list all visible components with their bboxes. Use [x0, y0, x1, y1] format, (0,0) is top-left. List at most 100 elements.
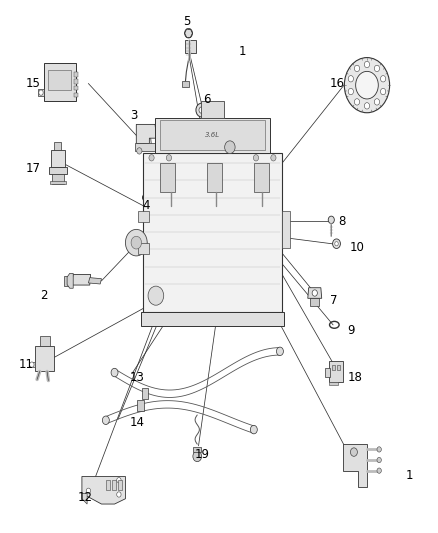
Circle shape: [117, 478, 121, 483]
Circle shape: [344, 58, 390, 113]
Circle shape: [354, 65, 360, 71]
Polygon shape: [136, 124, 157, 143]
Polygon shape: [52, 174, 64, 184]
Circle shape: [356, 71, 378, 99]
Circle shape: [117, 492, 121, 497]
Circle shape: [131, 236, 141, 249]
Text: 12: 12: [78, 491, 92, 504]
Circle shape: [381, 76, 386, 82]
Text: 1: 1: [239, 45, 246, 58]
Text: 19: 19: [195, 448, 210, 461]
Text: 6: 6: [203, 93, 210, 106]
Circle shape: [86, 488, 91, 494]
Text: 3: 3: [130, 109, 137, 122]
Text: 11: 11: [19, 358, 34, 371]
Circle shape: [196, 103, 207, 117]
Polygon shape: [88, 278, 102, 284]
FancyBboxPatch shape: [143, 152, 282, 312]
Circle shape: [271, 155, 276, 161]
Polygon shape: [50, 181, 66, 184]
Polygon shape: [51, 150, 65, 167]
FancyBboxPatch shape: [112, 480, 116, 490]
FancyBboxPatch shape: [160, 120, 265, 150]
Polygon shape: [308, 288, 322, 298]
Circle shape: [332, 239, 340, 248]
FancyBboxPatch shape: [141, 312, 284, 326]
Text: 14: 14: [130, 416, 145, 430]
Circle shape: [185, 28, 192, 38]
FancyBboxPatch shape: [74, 93, 78, 98]
Circle shape: [312, 290, 318, 296]
FancyBboxPatch shape: [138, 243, 149, 254]
Circle shape: [199, 107, 204, 114]
Circle shape: [348, 76, 353, 82]
Polygon shape: [343, 444, 367, 487]
Circle shape: [377, 468, 381, 473]
FancyBboxPatch shape: [44, 63, 76, 101]
Circle shape: [374, 99, 380, 105]
Text: 10: 10: [350, 241, 364, 254]
Circle shape: [148, 286, 164, 305]
FancyBboxPatch shape: [48, 70, 71, 91]
FancyBboxPatch shape: [64, 276, 71, 286]
Text: 13: 13: [130, 372, 145, 384]
FancyBboxPatch shape: [193, 447, 201, 452]
Circle shape: [251, 425, 257, 434]
Circle shape: [354, 99, 360, 105]
Text: 9: 9: [347, 324, 355, 337]
FancyBboxPatch shape: [201, 101, 224, 117]
Text: 16: 16: [330, 77, 345, 90]
Circle shape: [348, 88, 353, 95]
Circle shape: [225, 141, 235, 154]
Polygon shape: [71, 274, 91, 285]
Polygon shape: [49, 167, 67, 174]
Circle shape: [39, 90, 43, 95]
Circle shape: [149, 155, 154, 161]
Circle shape: [193, 451, 201, 462]
Text: 3.6L: 3.6L: [205, 132, 220, 138]
FancyBboxPatch shape: [207, 163, 223, 192]
FancyBboxPatch shape: [137, 400, 144, 410]
FancyBboxPatch shape: [160, 163, 176, 192]
FancyBboxPatch shape: [332, 365, 335, 370]
FancyBboxPatch shape: [138, 211, 149, 222]
FancyBboxPatch shape: [185, 40, 196, 53]
Circle shape: [374, 65, 380, 71]
FancyBboxPatch shape: [254, 163, 269, 192]
Text: 1: 1: [406, 470, 413, 482]
Circle shape: [125, 229, 147, 256]
FancyBboxPatch shape: [141, 389, 148, 399]
Text: 8: 8: [339, 215, 346, 228]
FancyBboxPatch shape: [311, 298, 319, 306]
Text: 7: 7: [330, 294, 338, 308]
Circle shape: [364, 61, 370, 68]
Circle shape: [30, 362, 34, 367]
Polygon shape: [31, 362, 35, 367]
Text: 5: 5: [184, 15, 191, 28]
Circle shape: [111, 368, 118, 377]
Text: 4: 4: [143, 199, 150, 212]
Circle shape: [137, 148, 142, 154]
Circle shape: [166, 155, 172, 161]
Circle shape: [335, 241, 338, 246]
Circle shape: [102, 416, 110, 424]
Polygon shape: [135, 143, 158, 151]
Circle shape: [364, 103, 370, 109]
Polygon shape: [54, 142, 61, 150]
Polygon shape: [67, 273, 73, 288]
Polygon shape: [82, 477, 125, 504]
Polygon shape: [329, 361, 343, 382]
FancyBboxPatch shape: [325, 368, 330, 377]
FancyBboxPatch shape: [74, 86, 78, 91]
FancyBboxPatch shape: [35, 346, 54, 372]
Circle shape: [377, 457, 381, 463]
FancyBboxPatch shape: [182, 81, 189, 87]
FancyBboxPatch shape: [282, 211, 290, 248]
FancyBboxPatch shape: [337, 365, 340, 370]
Circle shape: [377, 447, 381, 452]
FancyBboxPatch shape: [106, 480, 110, 490]
FancyBboxPatch shape: [155, 117, 269, 152]
Circle shape: [350, 448, 357, 456]
Circle shape: [276, 347, 283, 356]
Text: 17: 17: [25, 162, 40, 175]
